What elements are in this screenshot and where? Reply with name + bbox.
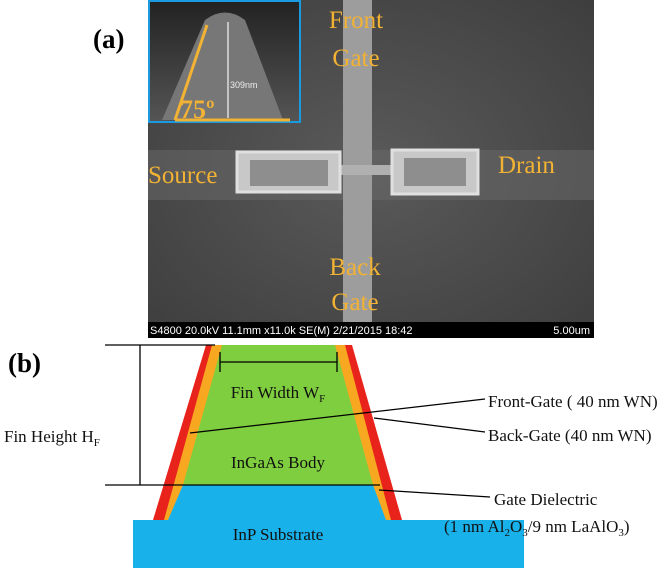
body-label: InGaAs Body: [231, 453, 325, 472]
figure: 309nm 75º (a) Front Gate Source Drain Ba…: [0, 0, 669, 572]
dielectric-detail: (1 nm Al2O3/9 nm LaAlO3): [444, 517, 630, 539]
label: Source: [148, 162, 217, 189]
inset: 309nm 75º: [149, 1, 300, 124]
dielectric-title: Gate Dielectric: [494, 490, 598, 509]
label: Front: [329, 7, 383, 34]
label: Drain: [498, 152, 555, 179]
label: Gate: [331, 289, 378, 316]
dielectric-part: (1 nm Al: [444, 517, 505, 536]
sem-scale: 5.00um: [553, 325, 590, 337]
panel-label: (b): [8, 348, 41, 378]
dielectric-part: /9 nm LaAlO: [528, 517, 619, 536]
back-gate-label: Back-Gate (40 nm WN): [488, 426, 652, 445]
fin-height: Fin Height HF: [4, 427, 100, 449]
inset-angle: 75º: [180, 95, 215, 124]
substrate-label: InP Substrate: [233, 525, 324, 544]
fin-width: Fin Width WF: [231, 383, 326, 405]
sem-info: S4800 20.0kV 11.1mm x11.0k SE(M) 2/21/20…: [150, 325, 413, 337]
dielectric-part: O: [510, 517, 522, 536]
panel-label: (a): [93, 24, 124, 54]
front-gate-label: Front-Gate ( 40 nm WN): [488, 392, 658, 411]
dielectric-part: ): [624, 517, 630, 536]
label: Gate: [332, 45, 379, 72]
label: Back: [329, 254, 381, 281]
inset-scale: 309nm: [230, 80, 258, 90]
